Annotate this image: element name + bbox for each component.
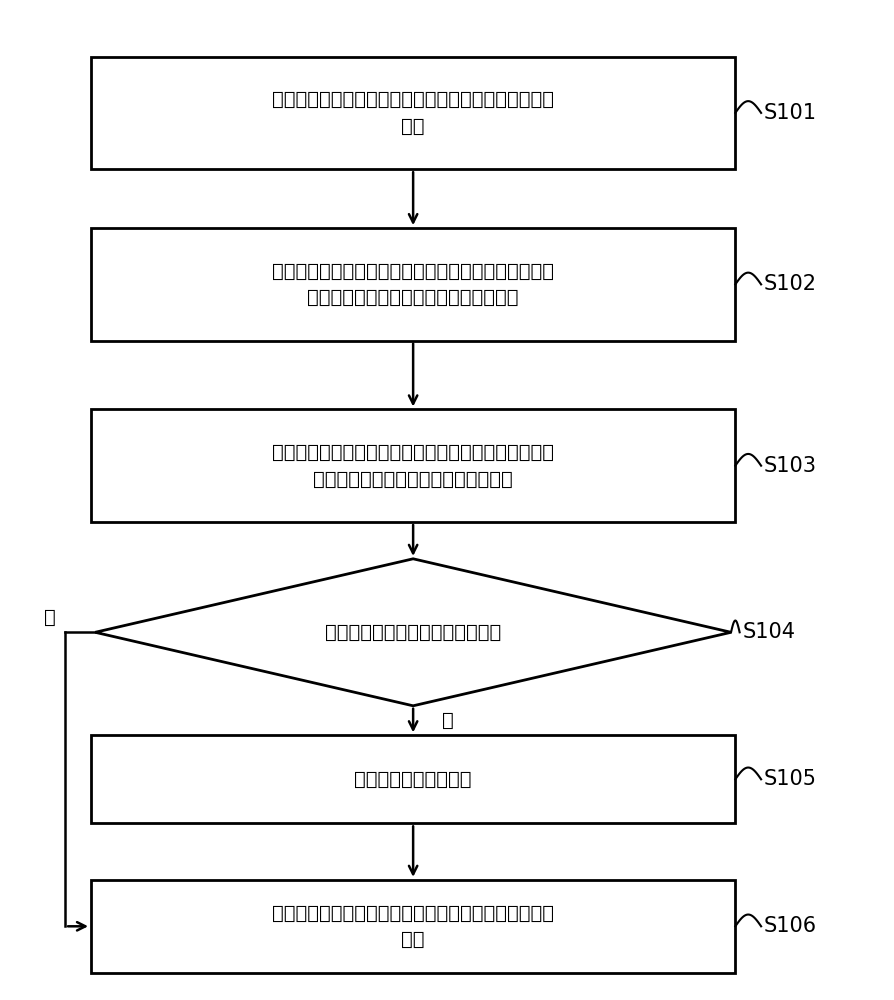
Text: 利用超声探头对待测水域进行成像扫描，采集水下超声
图像: 利用超声探头对待测水域进行成像扫描，采集水下超声 图像 [272,90,553,136]
Polygon shape [95,559,730,706]
Text: S101: S101 [763,103,815,123]
Text: S103: S103 [763,456,815,476]
FancyBboxPatch shape [91,735,735,823]
Text: 对真实排污口进行告警: 对真实排污口进行告警 [354,770,471,789]
Text: S102: S102 [763,274,815,294]
FancyBboxPatch shape [91,409,735,522]
FancyBboxPatch shape [91,880,735,973]
Text: S106: S106 [763,916,816,936]
FancyBboxPatch shape [91,57,735,169]
Text: 当识别结果指示存在疑似排污口时，开启热成像仪对设
定区域进行成像扫描，采集热成像图像: 当识别结果指示存在疑似排污口时，开启热成像仪对设 定区域进行成像扫描，采集热成像… [272,443,553,488]
Text: 否: 否 [44,608,55,627]
Text: S104: S104 [741,622,794,642]
Text: 是: 是 [441,711,453,730]
Text: 基于预先建立的深度卷积神经网络模型，对水下超声图
像进行疑似排污口识别，并输出识别结果: 基于预先建立的深度卷积神经网络模型，对水下超声图 像进行疑似排污口识别，并输出识… [272,262,553,307]
FancyBboxPatch shape [91,228,735,341]
Text: S105: S105 [763,769,815,789]
Text: 判断疑似排污口是否为真实排污口: 判断疑似排污口是否为真实排污口 [325,623,501,642]
Text: 确定疑似排污口为待确认排污口，以待进一步实地考察
确定: 确定疑似排污口为待确认排污口，以待进一步实地考察 确定 [272,904,553,949]
